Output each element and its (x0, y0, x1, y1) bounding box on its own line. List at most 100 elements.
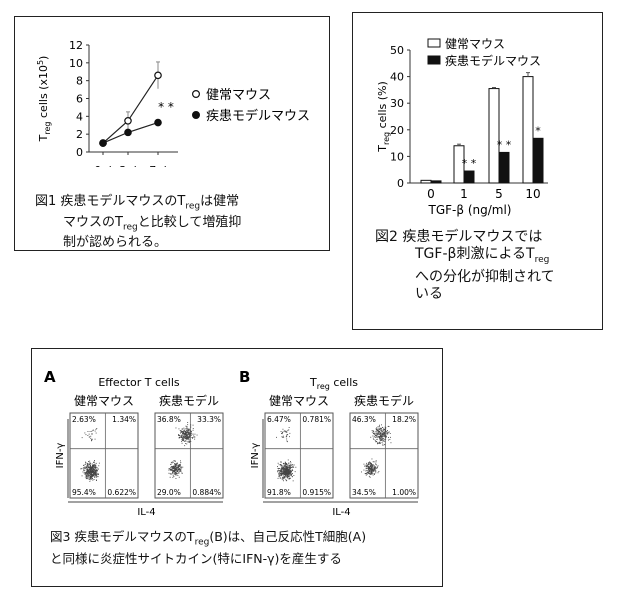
event-dot (375, 469, 377, 471)
event-dot (366, 465, 367, 467)
event-dot (182, 432, 184, 434)
event-dot (283, 471, 285, 473)
event-dot (281, 432, 283, 434)
dot-cloud (80, 428, 100, 482)
event-dot (283, 476, 285, 478)
event-dot (86, 471, 88, 473)
event-dot (369, 462, 371, 464)
event-dot (284, 470, 286, 471)
event-dot (90, 475, 92, 477)
event-dot (187, 439, 189, 441)
quadrant-upper-left-value: 46.3% (352, 415, 376, 424)
event-dot (366, 472, 368, 474)
event-dot (190, 424, 192, 426)
event-dot (284, 469, 286, 471)
event-dot (174, 467, 175, 469)
event-dot (86, 474, 87, 476)
event-dot (190, 430, 192, 432)
event-dot (87, 464, 89, 466)
event-dot (286, 466, 288, 468)
event-dot (365, 470, 367, 472)
event-dot (381, 434, 383, 436)
bar (463, 170, 475, 184)
event-dot (378, 431, 379, 433)
event-dot (90, 476, 91, 478)
event-dot (178, 464, 180, 465)
event-dot (94, 474, 95, 475)
event-dot (171, 468, 173, 470)
event-dot (291, 473, 293, 475)
event-dot (388, 431, 390, 433)
event-dot (374, 468, 375, 470)
event-dot (179, 434, 181, 436)
event-dot (179, 437, 180, 438)
event-dot (375, 463, 377, 465)
event-dot (84, 473, 86, 475)
event-dot (93, 470, 95, 471)
quadrant-upper-left-value: 6.47% (267, 415, 291, 424)
event-dot (366, 468, 368, 469)
event-dot (373, 430, 374, 432)
event-dot (182, 438, 183, 440)
event-dot (92, 470, 94, 472)
event-dot (281, 473, 283, 475)
event-dot (285, 478, 287, 480)
event-dot (290, 470, 291, 471)
event-dot (379, 437, 381, 439)
event-dot (376, 430, 378, 432)
event-dot (91, 474, 92, 476)
event-dot (93, 467, 95, 469)
event-dot (373, 467, 375, 469)
event-dot (189, 429, 191, 431)
event-dot (364, 465, 366, 467)
event-dot (81, 437, 83, 439)
event-dot (96, 466, 97, 468)
event-dot (95, 462, 97, 464)
event-dot (289, 471, 291, 473)
event-dot (375, 461, 377, 463)
event-dot (185, 432, 186, 434)
event-dot (375, 471, 377, 472)
event-dot (190, 433, 192, 434)
event-dot (375, 428, 377, 430)
event-dot (93, 464, 95, 466)
event-dot (181, 467, 183, 469)
event-dot (286, 438, 288, 440)
event-dot (187, 434, 189, 435)
event-dot (89, 468, 91, 470)
event-dot (93, 467, 95, 469)
event-dot (182, 438, 184, 440)
event-dot (386, 432, 388, 434)
event-dot (190, 435, 192, 436)
event-dot (177, 473, 178, 475)
event-dot (380, 439, 382, 441)
event-dot (90, 437, 92, 439)
event-dot (278, 464, 280, 466)
event-dot (175, 478, 177, 479)
event-dot (170, 461, 172, 463)
event-dot (372, 433, 374, 435)
event-dot (86, 466, 88, 468)
event-dot (377, 436, 379, 438)
event-dot (187, 435, 188, 437)
event-dot (92, 472, 94, 474)
event-dot (86, 468, 88, 470)
event-dot (365, 468, 367, 470)
event-dot (389, 439, 391, 440)
event-dot (96, 472, 98, 474)
event-dot (94, 460, 95, 461)
event-dot (176, 464, 178, 466)
event-dot (174, 460, 176, 462)
event-dot (285, 474, 287, 476)
event-dot (286, 476, 288, 478)
event-dot (189, 437, 190, 439)
event-dot (287, 459, 289, 461)
event-dot (174, 468, 176, 469)
event-dot (379, 432, 381, 434)
event-dot (368, 475, 370, 477)
event-dot (186, 427, 188, 429)
event-dot (175, 460, 176, 462)
event-dot (188, 437, 190, 439)
event-dot (282, 476, 283, 478)
event-dot (193, 436, 195, 438)
